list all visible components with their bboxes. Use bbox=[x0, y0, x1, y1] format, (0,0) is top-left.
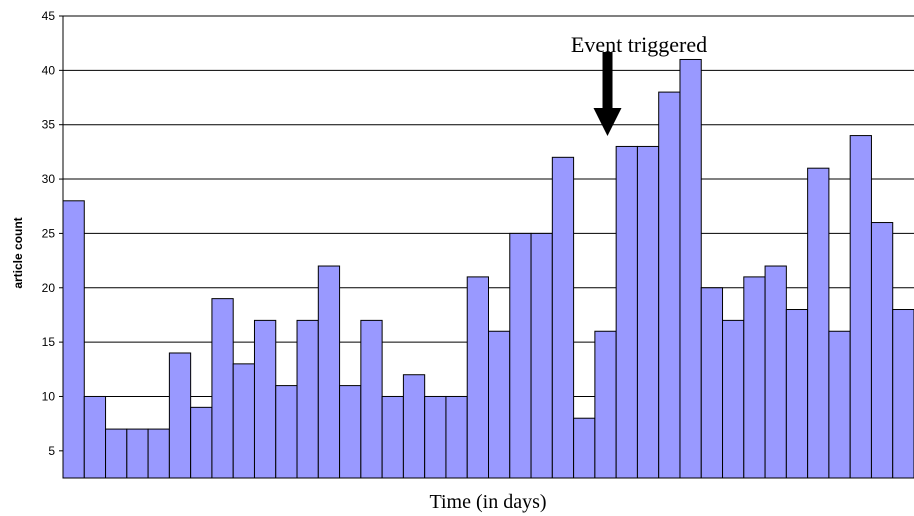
bar bbox=[402, 374, 426, 479]
bar bbox=[168, 352, 192, 479]
bar bbox=[700, 287, 724, 479]
y-tick-label: 5 bbox=[48, 444, 55, 458]
bar bbox=[190, 406, 213, 479]
bar bbox=[551, 156, 575, 479]
bar bbox=[339, 385, 362, 479]
y-tick-label: 15 bbox=[42, 335, 56, 349]
bar bbox=[488, 330, 511, 479]
bar bbox=[253, 319, 277, 479]
bar bbox=[275, 385, 298, 479]
bar bbox=[530, 232, 553, 479]
bars bbox=[62, 58, 914, 479]
bar bbox=[785, 309, 809, 479]
bar bbox=[360, 319, 383, 479]
y-tick-label: 40 bbox=[42, 63, 56, 77]
y-tick-label: 20 bbox=[42, 281, 56, 295]
bar bbox=[679, 58, 702, 479]
bar bbox=[743, 276, 766, 479]
bar bbox=[62, 200, 85, 479]
bar bbox=[615, 145, 638, 479]
y-tick-label: 10 bbox=[42, 389, 56, 403]
bar bbox=[870, 222, 894, 479]
bar bbox=[105, 428, 128, 479]
y-tick-labels: 5 10 15 20 25 30 35 40 45 bbox=[42, 9, 56, 458]
y-tick-label: 25 bbox=[42, 226, 56, 240]
bar bbox=[83, 395, 107, 479]
y-tick-label: 30 bbox=[42, 172, 56, 186]
bar bbox=[466, 276, 490, 479]
bar bbox=[807, 167, 830, 479]
bar bbox=[232, 363, 255, 479]
bar bbox=[764, 265, 787, 479]
event-annotation-label: Event triggered bbox=[571, 32, 707, 57]
arrow-shaft bbox=[602, 52, 613, 108]
bar bbox=[296, 319, 319, 479]
x-axis-label: Time (in days) bbox=[429, 491, 546, 513]
bar bbox=[828, 330, 851, 479]
bar bbox=[445, 395, 468, 479]
bar bbox=[211, 298, 234, 479]
bar bbox=[317, 265, 341, 479]
bar bbox=[892, 309, 914, 479]
y-tick-label: 45 bbox=[42, 9, 56, 23]
bar bbox=[573, 417, 596, 479]
bar bbox=[722, 319, 745, 479]
bar bbox=[636, 145, 660, 479]
bar bbox=[658, 91, 681, 479]
bar bbox=[849, 135, 872, 479]
y-axis-label: article count bbox=[11, 217, 25, 288]
arrow-head bbox=[593, 108, 622, 136]
bar bbox=[126, 428, 149, 479]
bar bbox=[594, 330, 617, 479]
bar bbox=[381, 395, 404, 479]
y-tick-label: 35 bbox=[42, 118, 56, 132]
bar bbox=[424, 395, 447, 479]
bar bbox=[147, 428, 170, 479]
bar bbox=[509, 232, 532, 479]
event-arrow bbox=[593, 52, 622, 136]
